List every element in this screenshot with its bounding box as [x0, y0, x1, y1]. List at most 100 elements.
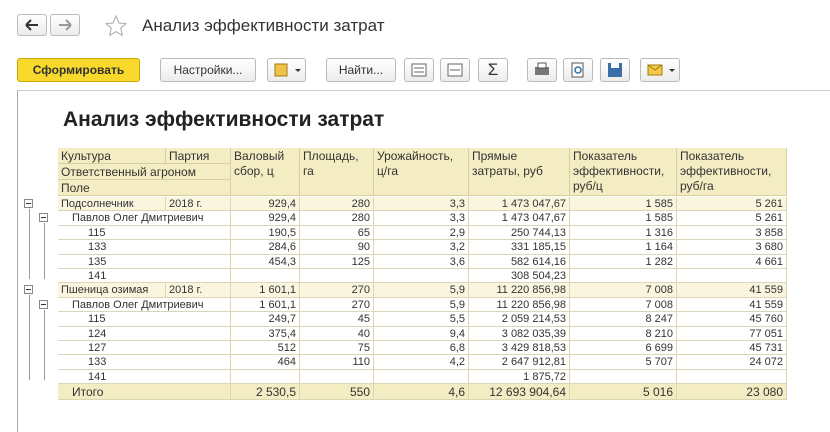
- row-cell: 454,3: [231, 254, 300, 269]
- row-cell: 929,4: [231, 197, 300, 212]
- row-cell: 23 080: [677, 384, 787, 401]
- row-cell: 1 282: [570, 254, 677, 269]
- row-cell: 77 051: [677, 326, 787, 341]
- row-cell: 190,5: [231, 225, 300, 241]
- header-cell: Показатель эффективности, руб/ц: [570, 148, 677, 196]
- row-cell: 3 680: [677, 240, 787, 255]
- tree-line: [44, 223, 45, 280]
- row-cell: [374, 269, 469, 284]
- print-button[interactable]: [527, 58, 557, 82]
- row-label: Итого: [58, 384, 231, 401]
- row-cell: 7 008: [570, 283, 677, 298]
- header-cell: Показатель эффективности, руб/га: [677, 148, 787, 196]
- row-cell: 24 072: [677, 355, 787, 370]
- row-label: 115: [58, 225, 231, 241]
- row-cell: 45 731: [677, 341, 787, 356]
- row-cell: 9,4: [374, 326, 469, 341]
- row-cell: 1 601,1: [231, 283, 300, 298]
- row-cell: 1 473 047,67: [469, 197, 570, 212]
- find-button[interactable]: Найти...: [326, 58, 396, 82]
- row-cell: 1 601,1: [231, 297, 300, 313]
- row-cell: 550: [300, 384, 374, 401]
- row-cell: 125: [300, 254, 374, 269]
- row-label: 135: [58, 254, 231, 269]
- row-cell: 929,4: [231, 211, 300, 226]
- row-cell: 7 008: [570, 297, 677, 313]
- sum-button[interactable]: Σ: [478, 58, 508, 82]
- header-cell: Площадь, га: [300, 148, 374, 196]
- row-cell: 11 220 856,98: [469, 283, 570, 298]
- row-cell: 11 220 856,98: [469, 297, 570, 313]
- row-cell: [677, 369, 787, 385]
- report-title: Анализ эффективности затрат: [63, 108, 385, 131]
- row-cell: 41 559: [677, 283, 787, 298]
- favorite-star[interactable]: [104, 14, 128, 38]
- row-cell: 3 858: [677, 225, 787, 241]
- row-cell: 6 699: [570, 341, 677, 356]
- row-cell: 284,6: [231, 240, 300, 255]
- report-area: [17, 90, 830, 432]
- row-cell: [231, 369, 300, 385]
- row-cell: [570, 369, 677, 385]
- save-button[interactable]: [600, 58, 630, 82]
- row-cell: 270: [300, 297, 374, 313]
- row-cell: 249,7: [231, 312, 300, 327]
- back-button[interactable]: [17, 14, 47, 36]
- print-icon: [535, 62, 549, 75]
- row-cell: 3,3: [374, 197, 469, 212]
- row-cell: 280: [300, 197, 374, 212]
- mail-icon: [647, 64, 675, 76]
- row-cell: 5 707: [570, 355, 677, 370]
- collapse-button[interactable]: [440, 58, 470, 82]
- row-cell: 280: [300, 211, 374, 226]
- row-cell: 45: [300, 312, 374, 327]
- row-cell: 90: [300, 240, 374, 255]
- tree-line: [29, 295, 30, 381]
- tree-line: [29, 209, 30, 280]
- row-label: 133: [58, 240, 231, 255]
- forward-button[interactable]: [50, 14, 80, 36]
- preview-button[interactable]: [563, 58, 593, 82]
- row-label: Павлов Олег Дмитриевич: [58, 211, 231, 226]
- row-label: 115: [58, 312, 231, 327]
- row-cell: 3 429 818,53: [469, 341, 570, 356]
- preview-icon: [571, 62, 584, 78]
- tree-line: [44, 309, 45, 381]
- row-cell: 582 614,16: [469, 254, 570, 269]
- row-label: Павлов Олег Дмитриевич: [58, 297, 231, 313]
- row-label: 141: [58, 269, 231, 284]
- header-cell: Валовый сбор, ц: [231, 148, 300, 196]
- row-cell: 65: [300, 225, 374, 241]
- row-cell: 5 016: [570, 384, 677, 401]
- row-cell: 75: [300, 341, 374, 356]
- row-cell: 2,9: [374, 225, 469, 241]
- row-cell: 40: [300, 326, 374, 341]
- row-cell: [677, 269, 787, 284]
- row-cell: 5,9: [374, 283, 469, 298]
- row-cell: 512: [231, 341, 300, 356]
- tree-toggle-minus: [41, 303, 46, 305]
- row-cell: 41 559: [677, 297, 787, 313]
- row-label: Пшеница озимая: [58, 283, 166, 298]
- variant-button[interactable]: [267, 58, 306, 82]
- row-cell: 1 875,72: [469, 369, 570, 385]
- row-cell: 8 210: [570, 326, 677, 341]
- row-cell: [570, 269, 677, 284]
- row-cell: 3 082 035,39: [469, 326, 570, 341]
- row-cell: 1 473 047,67: [469, 211, 570, 226]
- row-cell: 5,9: [374, 297, 469, 313]
- row-cell: 250 744,13: [469, 225, 570, 241]
- settings-button[interactable]: Настройки...: [160, 58, 256, 82]
- generate-button[interactable]: Сформировать: [17, 58, 140, 82]
- tree-toggle-minus: [26, 203, 31, 204]
- row-cell: 110: [300, 355, 374, 370]
- back-icon: [25, 19, 38, 31]
- expand-button[interactable]: [404, 58, 434, 82]
- row-label: Подсолнечник: [58, 197, 166, 212]
- expand-icon: [411, 63, 427, 77]
- row-cell: [300, 369, 374, 385]
- mail-button[interactable]: [640, 58, 680, 82]
- row-cell: 2018 г.: [166, 197, 231, 212]
- row-label: 133: [58, 355, 231, 370]
